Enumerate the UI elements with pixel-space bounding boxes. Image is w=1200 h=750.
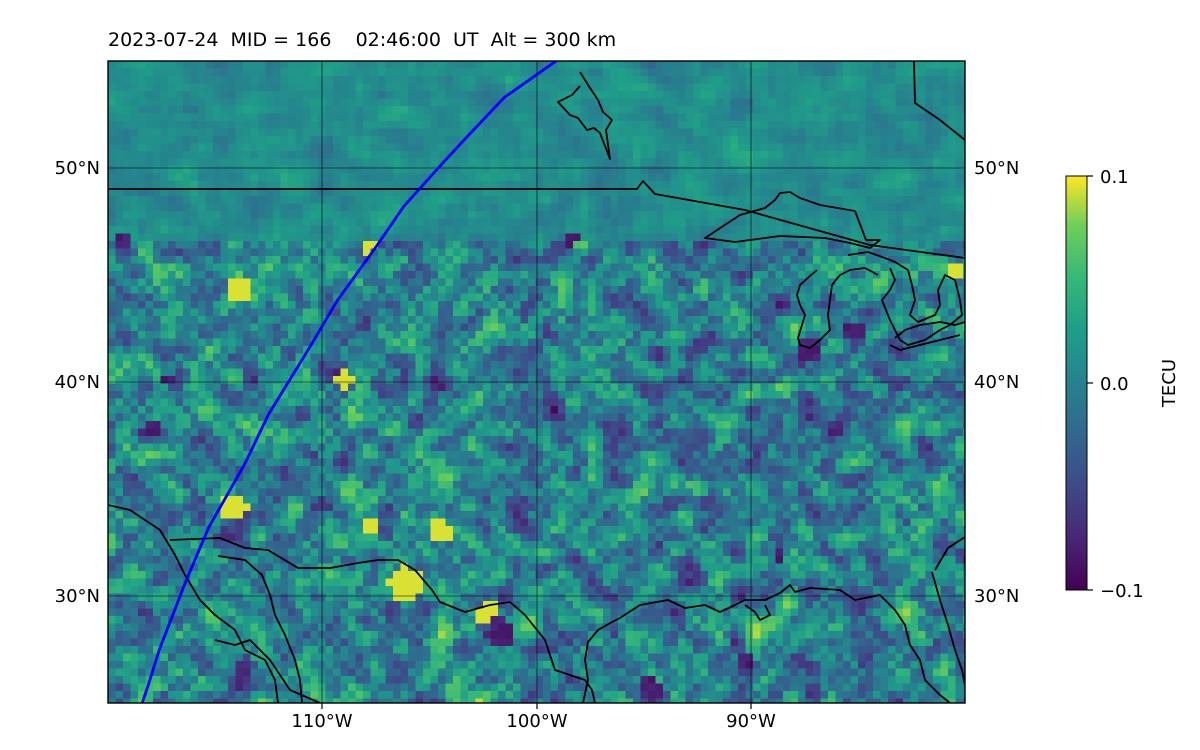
lat-tick-labels-left: 50°N 40°N 30°N [55, 158, 100, 607]
axis-ticks [321, 703, 752, 709]
title-date: 2023-07-24 [108, 29, 219, 51]
colorbar-tick-label: 0.0 [1100, 374, 1129, 395]
colorbar-tick-label: 0.1 [1100, 167, 1129, 188]
lat-tick-label: 40°N [55, 372, 100, 393]
lon-tick-labels: 110°W 100°W 90°W [291, 711, 776, 732]
tec-field [108, 61, 965, 703]
lon-tick-label: 90°W [726, 711, 776, 732]
lat-tick-label: 40°N [974, 372, 1019, 393]
lat-tick-label: 50°N [55, 158, 100, 179]
title-time: 02:46:00 UT [355, 29, 479, 51]
coastlines [108, 61, 965, 703]
lat-tick-label: 50°N [974, 158, 1019, 179]
lon-tick-label: 100°W [506, 711, 567, 732]
colorbar-title: TECU [1159, 359, 1180, 408]
gridlines [108, 61, 965, 703]
lat-tick-label: 30°N [974, 586, 1019, 607]
colorbar-tick-label: −0.1 [1100, 581, 1144, 602]
lat-tick-labels-right: 50°N 40°N 30°N [974, 158, 1019, 607]
map-title: 2023-07-24 MID = 166 02:46:00 UT Alt = 3… [108, 29, 616, 51]
title-alt: Alt = 300 km [490, 29, 617, 51]
title-mid: MID = 166 [230, 29, 332, 51]
colorbar-gradient [1065, 175, 1088, 591]
lon-tick-label: 110°W [291, 711, 352, 732]
satellite-track [140, 61, 559, 703]
lat-tick-label: 30°N [55, 586, 100, 607]
colorbar: 0.1 0.0 −0.1 TECU [1065, 167, 1180, 602]
